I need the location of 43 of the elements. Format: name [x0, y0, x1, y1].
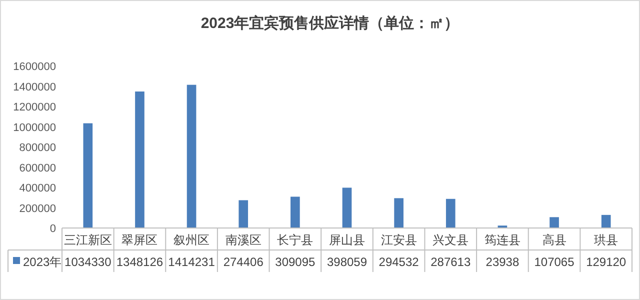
y-tick-label: 0	[50, 223, 56, 235]
bar	[135, 92, 144, 228]
y-tick-label: 200000	[19, 202, 56, 215]
data-label: 1034330	[64, 255, 112, 269]
data-label: 107065	[534, 255, 575, 269]
y-tick-label: 800000	[19, 142, 56, 154]
y-tick-label: 400000	[19, 182, 56, 194]
y-tick-label: 1400000	[13, 81, 56, 94]
x-tick-label: 叙州区	[174, 233, 210, 247]
legend-label: 2023年	[23, 255, 62, 269]
y-tick-label: 1600000	[13, 61, 56, 73]
x-tick-label: 兴文县	[432, 233, 469, 247]
bar	[601, 214, 611, 228]
x-tick-label: 长宁县	[277, 233, 314, 247]
bar	[238, 200, 248, 228]
bar	[186, 84, 196, 228]
data-label: 129120	[586, 255, 626, 269]
x-tick-label: 翠屏区	[122, 233, 158, 247]
data-label: 309095	[275, 255, 316, 269]
data-label: 294532	[378, 255, 420, 269]
data-label: 1348126	[116, 255, 164, 269]
x-tick-label: 筠连县	[484, 233, 520, 247]
data-label: 1414231	[168, 255, 216, 269]
bar	[83, 123, 93, 228]
data-label: 398059	[326, 255, 368, 269]
bar	[550, 217, 559, 228]
y-tick-label: 1000000	[13, 122, 56, 134]
x-tick-label: 珙县	[594, 233, 618, 247]
chart-title: 2023年宜宾预售供应详情（单位：㎡）	[200, 14, 460, 32]
y-tick-label: 1200000	[13, 102, 56, 114]
bar	[342, 188, 352, 228]
bar	[394, 198, 404, 228]
x-tick-label: 江安县	[380, 233, 417, 247]
bar	[290, 196, 300, 228]
x-tick-label: 屏山县	[329, 233, 365, 247]
data-label: 287613	[430, 255, 471, 269]
x-tick-label: 高县	[542, 233, 566, 247]
data-label: 274406	[223, 255, 264, 269]
x-tick-label: 三江新区	[64, 233, 112, 247]
data-label: 23938	[486, 255, 520, 269]
bar	[446, 198, 456, 228]
y-tick-label: 600000	[19, 162, 56, 174]
x-tick-label: 南溪区	[225, 233, 262, 247]
